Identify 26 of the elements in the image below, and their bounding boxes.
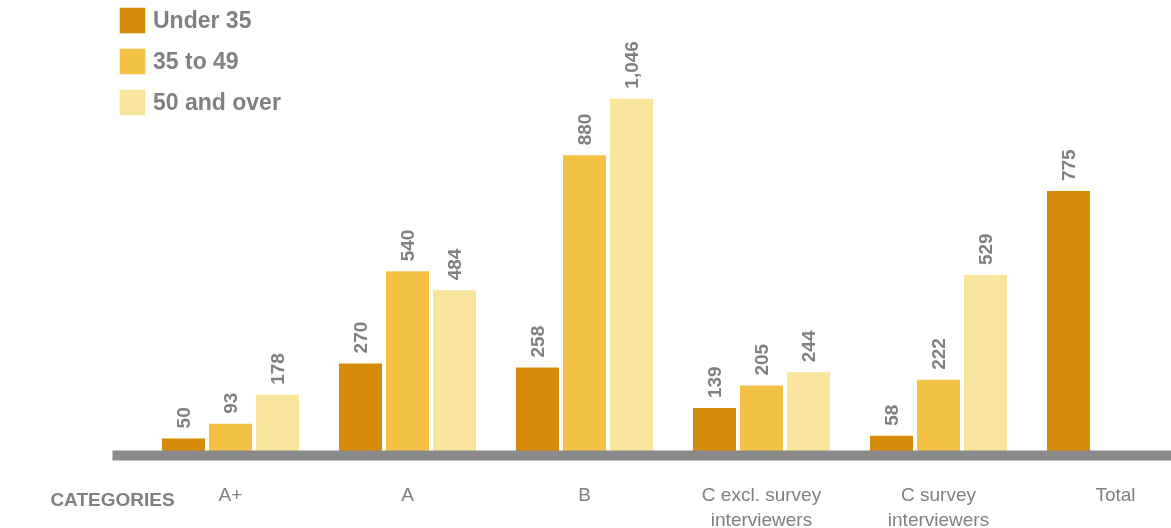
legend-label: Under 35	[153, 5, 252, 35]
data-label: 244	[798, 330, 819, 363]
data-label: 205	[751, 343, 772, 376]
x-tick-label: C survey interviewers	[887, 483, 990, 528]
x-tick-label: A+	[218, 483, 243, 505]
data-label: 58	[881, 404, 902, 426]
x-tick-label: C excl. survey interviewers	[701, 483, 822, 528]
x-tick-label: B	[578, 483, 591, 505]
data-label: 270	[350, 321, 371, 354]
data-label: 139	[704, 366, 725, 399]
data-label: 1,046	[621, 41, 642, 89]
data-label: 50	[173, 407, 194, 429]
data-label: 880	[574, 113, 595, 146]
legend-label: 35 to 49	[153, 46, 239, 76]
data-label: 484	[444, 248, 465, 281]
data-label: 178	[267, 353, 288, 385]
x-tick-label: A	[401, 483, 415, 505]
x-tick-label: Total	[1095, 483, 1136, 505]
data-label: 258	[527, 325, 548, 358]
data-label: 529	[975, 233, 996, 266]
data-label: 775	[1058, 148, 1079, 182]
legend-label: 50 and over	[153, 87, 281, 117]
data-label: 93	[220, 392, 241, 414]
x-axis-title: CATEGORIES	[50, 488, 175, 510]
data-label: 222	[928, 338, 949, 370]
data-label: 540	[397, 229, 418, 262]
